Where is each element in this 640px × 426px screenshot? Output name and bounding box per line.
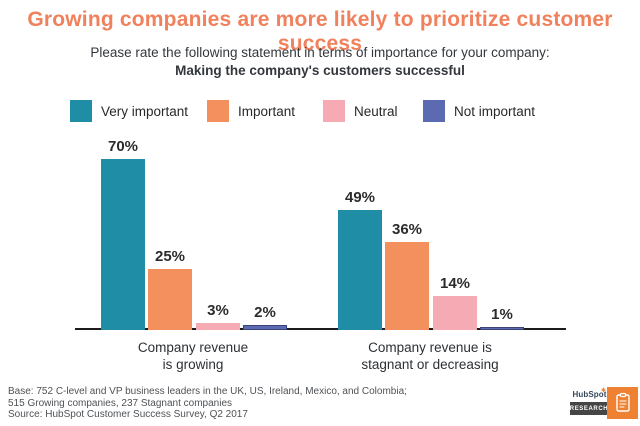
bar-neutral-group1 xyxy=(196,323,240,330)
page-title: Growing companies are more likely to pri… xyxy=(27,8,613,55)
bar-important-group1 xyxy=(148,269,192,330)
bar-not-important-group1 xyxy=(243,325,287,330)
legend-label-not-important: Not important xyxy=(454,103,536,119)
survey-question-line2: Making the company's customers successfu… xyxy=(175,63,465,78)
legend-swatch-neutral xyxy=(323,100,345,122)
legend-item-very-important: Very important xyxy=(70,100,188,122)
legend-label-very-important: Very important xyxy=(101,103,189,119)
base-note-line2: 515 Growing companies, 237 Stagnant comp… xyxy=(8,397,233,409)
survey-question: Please rate the following statement in t… xyxy=(0,44,640,80)
hubspot-wordmark: HubSpot xyxy=(572,390,607,399)
legend-item-important: Important xyxy=(207,100,295,122)
legend-swatch-very-important xyxy=(70,100,92,122)
legend-swatch-not-important xyxy=(423,100,445,122)
bar-value-label-very-important-group1: 70% xyxy=(107,138,139,155)
bar-very-important-group1 xyxy=(101,159,145,330)
category-label-growing: Company revenue is growing xyxy=(137,340,249,372)
legend-item-not-important: Not important xyxy=(423,100,535,122)
bar-value-label-not-important-group1: 2% xyxy=(254,304,276,321)
bar-important-group2 xyxy=(385,242,429,330)
hubspot-sprocket-icon: ✱ xyxy=(601,388,607,394)
base-note-line1: Base: 752 C-level and VP business leader… xyxy=(8,386,407,397)
bar-not-important-group2 xyxy=(480,327,524,330)
bar-value-label-very-important-group2: 49% xyxy=(344,189,376,206)
bar-very-important-group2 xyxy=(338,210,382,330)
survey-question-line1: Please rate the following statement in t… xyxy=(90,45,550,60)
bar-value-label-neutral-group2: 14% xyxy=(439,275,471,292)
legend-swatch-important xyxy=(207,100,229,122)
category-label-stagnant: Company revenue is stagnant or decreasin… xyxy=(361,340,499,372)
source-note: Base: 752 C-level and VP business leader… xyxy=(8,386,407,421)
chart-legend: Very important Important Neutral Not import… xyxy=(0,100,640,124)
bar-value-label-not-important-group2: 1% xyxy=(491,306,513,323)
bar-value-label-important-group1: 25% xyxy=(154,248,186,265)
x-axis-line xyxy=(75,328,566,330)
clipboard-icon xyxy=(607,387,638,419)
source-note-line3: Source: HubSpot Customer Success Survey,… xyxy=(8,409,248,420)
bar-value-label-important-group2: 36% xyxy=(391,221,423,238)
hubspot-research-logo: HubSpot ✱ RESEARCH xyxy=(565,385,640,423)
legend-item-neutral: Neutral xyxy=(323,100,398,122)
legend-label-important: Important xyxy=(238,103,296,119)
bar-neutral-group2 xyxy=(433,296,477,330)
research-label: RESEARCH xyxy=(570,402,608,415)
bar-value-label-neutral-group1: 3% xyxy=(207,302,229,319)
legend-label-neutral: Neutral xyxy=(354,103,398,119)
